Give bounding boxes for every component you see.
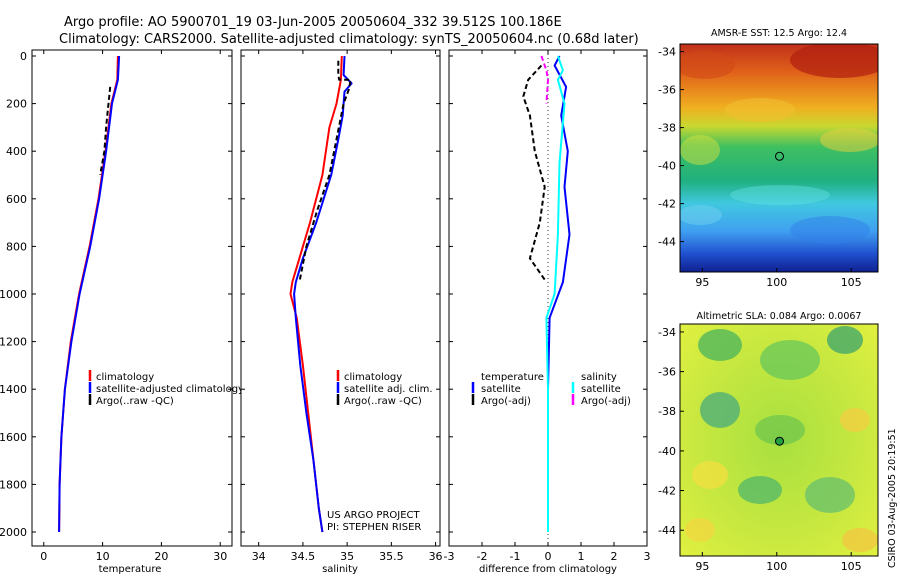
- difference-axis-label: difference from climatology: [479, 564, 617, 575]
- salinity-panel: 34 34.5 35 35.5 36 salinity climatology sate…: [240, 49, 443, 575]
- x-tick-label: 30: [213, 550, 227, 563]
- map-y-tick-label: -42: [658, 198, 676, 211]
- x-tick-label: 0: [40, 550, 47, 563]
- series-line-satellite-adj-clim-: [293, 55, 353, 533]
- temperature-axis-ticks: 0 10 20 30 0 200 400 600 800 1000 1200 1400 1600 1800…: [0, 50, 232, 563]
- map-y-tick-label: -44: [658, 524, 676, 537]
- map-x-tick-label: 100: [766, 560, 787, 573]
- map-y-tick-label: -40: [658, 445, 676, 458]
- y-tick-label: 200: [6, 98, 27, 111]
- map-x-tick-label: 95: [695, 276, 709, 289]
- temperature-axis-label: temperature: [99, 564, 162, 575]
- map-y-tick-label: -40: [658, 160, 676, 173]
- sst-map-title: AMSR-E SST: 12.5 Argo: 12.4: [711, 28, 847, 39]
- y-tick-label: 0: [20, 50, 27, 63]
- sla-argo-location-marker: [775, 436, 784, 446]
- x-tick-label: 35: [340, 550, 354, 563]
- x-tick-label: 3: [644, 550, 651, 563]
- x-tick-label: 10: [96, 550, 110, 563]
- credit-project: US ARGO PROJECT: [327, 510, 421, 521]
- map-x-tick-label: 100: [766, 276, 787, 289]
- legend-sal-argo: Argo(..raw -QC): [344, 396, 422, 407]
- legend-temperature-heading: temperature: [481, 372, 544, 383]
- map-x-tick-label: 95: [695, 560, 709, 573]
- legend-climatology: climatology: [96, 372, 154, 383]
- difference-legend: temperature satellite Argo(-adj) salinit…: [471, 372, 631, 407]
- map-y-tick-label: -34: [658, 46, 676, 59]
- legend-satellite-adjusted: satellite-adjusted climatology: [96, 384, 244, 395]
- series-line-satellite-adjusted-climatology: [58, 55, 121, 533]
- difference-profile-lines: [522, 55, 571, 532]
- difference-axis-ticks: -3 -2 -1 0 1 2 3: [444, 50, 651, 563]
- series-line-argo-adj-: [522, 64, 548, 283]
- series-line-argo-raw-qc-: [298, 60, 352, 283]
- credit-pi: PI: STEPHEN RISER: [327, 522, 421, 533]
- x-tick-label: 0: [545, 550, 552, 563]
- salinity-axis-label: salinity: [322, 564, 358, 575]
- x-tick-label: 34: [252, 550, 266, 563]
- x-tick-label: 36: [429, 550, 443, 563]
- legend-salinity-heading: salinity: [581, 372, 617, 383]
- x-tick-label: 20: [154, 550, 168, 563]
- temperature-legend: climatology satellite-adjusted climatolo…: [88, 370, 244, 407]
- map-x-tick-label: 105: [841, 560, 862, 573]
- x-tick-label: 35.5: [379, 550, 404, 563]
- salinity-legend: climatology satellite adj. clim. Argo(..…: [336, 370, 433, 407]
- temperature-panel: 0 10 20 30 0 200 400 600 800 1000 1200 1400 1600 1800…: [0, 49, 244, 575]
- x-tick-label: 34.5: [291, 550, 316, 563]
- map-x-tick-label: 105: [841, 276, 862, 289]
- timestamp: CSIRO 03-Aug-2005 20:19:51: [887, 428, 898, 568]
- y-tick-label: 800: [6, 240, 27, 253]
- sst-argo-location-marker: [775, 151, 784, 161]
- figure-title-line-2: Climatology: CARS2000. Satellite-adjuste…: [59, 32, 639, 47]
- y-tick-label: 1200: [0, 336, 27, 349]
- salinity-profile-lines: [289, 55, 353, 533]
- legend-sal-satellite: satellite adj. clim.: [344, 384, 433, 395]
- y-tick-label: 2000: [0, 526, 27, 539]
- y-tick-label: 400: [6, 145, 27, 158]
- y-tick-label: 1000: [0, 288, 27, 301]
- map-y-tick-label: -42: [658, 485, 676, 498]
- map-y-tick-label: -36: [658, 366, 676, 379]
- series-line-satellite: [547, 55, 571, 532]
- legend-temp-argo: Argo(-adj): [481, 396, 531, 407]
- map-y-tick-label: -34: [658, 326, 676, 339]
- map-y-tick-label: -36: [658, 84, 676, 97]
- legend-argo-raw: Argo(..raw -QC): [96, 396, 174, 407]
- y-tick-label: 600: [6, 193, 27, 206]
- legend-temp-satellite: satellite: [481, 384, 521, 395]
- sst-map: AMSR-E SST: 12.5 Argo: 12.4 95 100 105 -34 -…: [658, 28, 879, 289]
- x-tick-label: 2: [611, 550, 618, 563]
- legend-sal-diff-argo: Argo(-adj): [581, 396, 631, 407]
- x-tick-label: 1: [578, 550, 585, 563]
- figure-title-line-1: Argo profile: AO 5900701_19 03-Jun-2005 …: [64, 15, 562, 30]
- legend-sal-climatology: climatology: [344, 372, 402, 383]
- sla-map-ticks: 95 100 105 -34 -36 -38 -40 -42 -44: [658, 326, 862, 573]
- legend-sal-diff-satellite: satellite: [581, 384, 621, 395]
- y-tick-label: 1600: [0, 431, 27, 444]
- salinity-axis-ticks: 34 34.5 35 35.5 36: [241, 50, 443, 563]
- sla-map: Altimetric SLA: 0.084 Argo: 0.0067 95 100…: [658, 311, 879, 573]
- series-line-argo-adj-: [540, 55, 549, 104]
- difference-panel: -3 -2 -1 0 1 2 3 difference from climatology t…: [444, 49, 651, 575]
- temperature-profile-lines: [58, 55, 121, 533]
- sst-map-ticks: 95 100 105 -34 -36 -38 -40 -42 -44: [658, 46, 862, 289]
- map-y-tick-label: -38: [658, 122, 676, 135]
- series-line-satellite: [545, 55, 566, 532]
- x-tick-label: -1: [510, 550, 521, 563]
- map-y-tick-label: -44: [658, 236, 676, 249]
- map-y-tick-label: -38: [658, 405, 676, 418]
- y-tick-label: 1400: [0, 383, 27, 396]
- x-tick-label: -3: [444, 550, 455, 563]
- y-tick-label: 1800: [0, 478, 27, 491]
- sla-map-title: Altimetric SLA: 0.084 Argo: 0.0067: [697, 311, 862, 322]
- series-line-argo-raw-qc-: [99, 86, 112, 176]
- x-tick-label: -2: [477, 550, 488, 563]
